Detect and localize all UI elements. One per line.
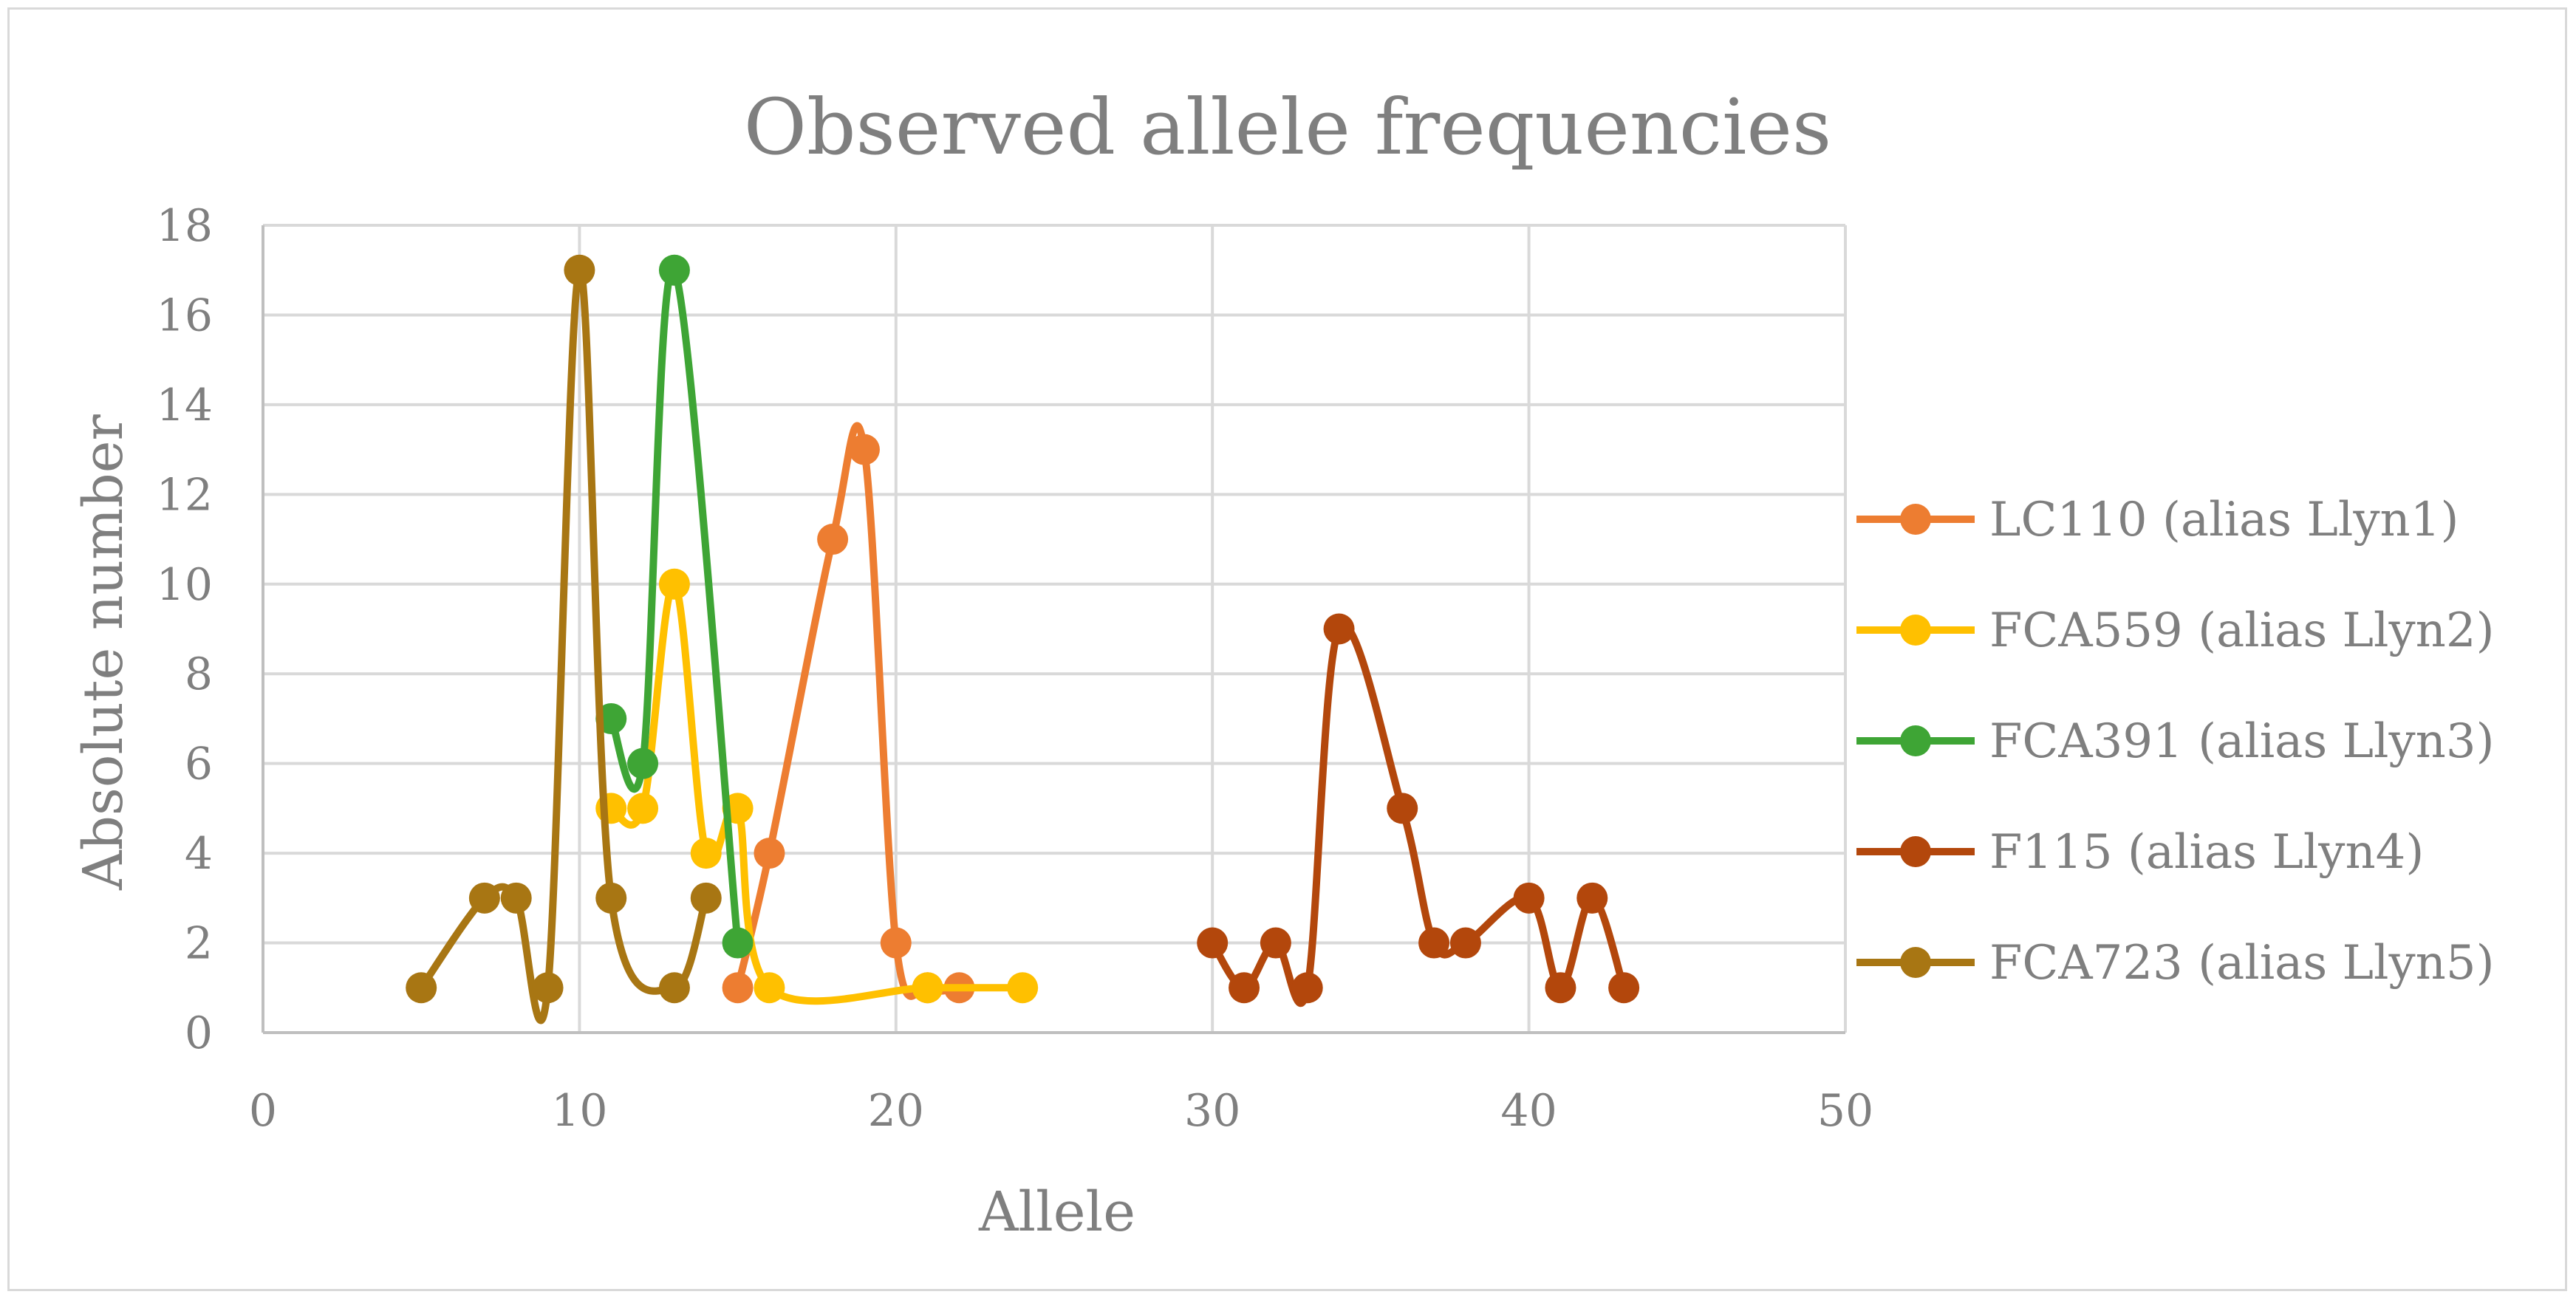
x-tick-label: 0 [249, 1085, 277, 1137]
y-tick-label: 18 [157, 200, 213, 252]
legend-label: F115 (alias Llyn4) [1989, 825, 2424, 880]
data-point [406, 972, 437, 1004]
series-5 [406, 254, 722, 1024]
legend-marker [1900, 947, 1931, 978]
data-point [1197, 927, 1229, 959]
chart-title: Observed allele frequencies [744, 82, 1832, 172]
series-4 [1197, 613, 1640, 1008]
data-point [564, 254, 595, 286]
data-point [912, 972, 943, 1004]
data-point [1513, 882, 1545, 914]
legend-label: LC110 (alias Llyn1) [1989, 493, 2459, 547]
legend-label: FCA559 (alias Llyn2) [1989, 603, 2495, 658]
data-point [595, 882, 627, 914]
y-tick-label: 12 [157, 469, 213, 521]
legend-item-5: FCA723 (alias Llyn5) [1856, 936, 2495, 991]
data-point [754, 972, 785, 1004]
data-point [658, 568, 690, 600]
data-point [1323, 613, 1355, 645]
x-axis-title: Allele [978, 1180, 1135, 1244]
data-point [690, 838, 722, 869]
legend-marker [1900, 725, 1931, 756]
data-point [658, 254, 690, 286]
series-line [607, 580, 1027, 1005]
data-point [468, 882, 500, 914]
legend-item-4: F115 (alias Llyn4) [1856, 825, 2424, 880]
legend-label: FCA391 (alias Llyn3) [1989, 714, 2495, 769]
data-point [500, 882, 532, 914]
legend-marker [1900, 615, 1931, 646]
series-line [734, 422, 963, 1000]
series-layer [406, 254, 1640, 1024]
data-point [1449, 927, 1481, 959]
data-point [1545, 972, 1576, 1004]
data-point [627, 793, 659, 824]
data-point [1007, 972, 1039, 1004]
legend-label: FCA723 (alias Llyn5) [1989, 936, 2495, 991]
data-point [880, 927, 912, 959]
chart-frame: Observed allele frequencies 0 2 4 6 8 10 12 14 1… [7, 7, 2567, 1291]
x-tick-label: 20 [868, 1085, 924, 1137]
legend-item-1: LC110 (alias Llyn1) [1856, 493, 2459, 547]
data-point [722, 927, 754, 959]
data-point [848, 434, 880, 465]
grid-layer [263, 224, 1847, 1033]
data-point [1576, 882, 1608, 914]
x-tick-label: 10 [551, 1085, 607, 1137]
series-2 [595, 568, 1039, 1005]
data-point [722, 972, 754, 1004]
legend: LC110 (alias Llyn1) FCA559 (alias Llyn2) F… [1856, 493, 2495, 991]
data-point [627, 748, 659, 779]
y-tick-label: 10 [157, 559, 213, 611]
y-axis-title: Absolute number [72, 414, 135, 891]
axis-layer: 0 2 4 6 8 10 12 14 16 18 0 10 20 30 40 50 [157, 200, 1874, 1137]
x-tick-label: 30 [1184, 1085, 1240, 1137]
data-point [690, 882, 722, 914]
y-tick-label: 0 [185, 1008, 213, 1059]
legend-marker [1900, 836, 1931, 867]
data-point [1418, 927, 1450, 959]
y-tick-label: 4 [185, 828, 213, 880]
x-tick-label: 50 [1817, 1085, 1873, 1137]
data-point [532, 972, 564, 1004]
data-point [754, 838, 785, 869]
data-point [1229, 972, 1260, 1004]
chart-svg: Observed allele frequencies 0 2 4 6 8 10 12 14 1… [72, 82, 2495, 1244]
y-tick-label: 8 [185, 649, 213, 700]
y-tick-label: 6 [185, 739, 213, 790]
y-tick-label: 16 [157, 290, 213, 341]
legend-marker [1900, 504, 1931, 535]
series-1 [722, 422, 975, 1004]
data-point [1291, 972, 1323, 1004]
data-point [658, 972, 690, 1004]
data-point [1260, 927, 1291, 959]
y-tick-label: 14 [157, 380, 213, 431]
data-point [817, 524, 849, 555]
data-point [1608, 972, 1640, 1004]
x-tick-label: 40 [1500, 1085, 1557, 1137]
series-line [607, 264, 742, 947]
data-point [1387, 793, 1418, 824]
legend-item-2: FCA559 (alias Llyn2) [1856, 603, 2495, 658]
y-tick-label: 2 [185, 918, 213, 970]
legend-item-3: FCA391 (alias Llyn3) [1856, 714, 2495, 769]
series-3 [595, 254, 754, 959]
